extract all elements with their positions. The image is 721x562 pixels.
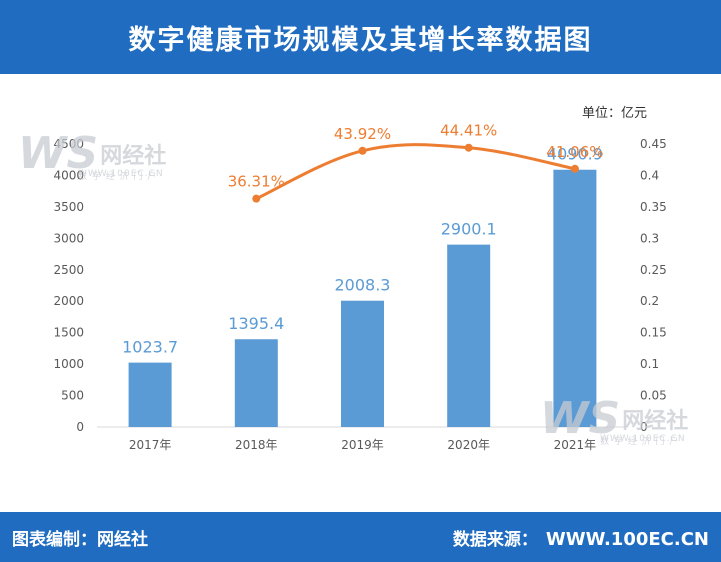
x-axis-tick-label: 2021年 [554,438,597,452]
line-point [358,146,367,155]
right-axis-tick-label: 0 [640,420,648,434]
bar [234,339,278,427]
bar [341,300,384,427]
left-axis-tick-label: 500 [61,389,84,403]
left-axis-tick-label: 4500 [53,137,84,151]
x-axis-tick-label: 2019年 [341,438,384,452]
line-point [464,143,473,152]
unit-label: 单位：亿元 [582,106,648,121]
right-axis-tick-label: 0.25 [640,263,667,277]
right-axis-tick-label: 0.05 [640,389,667,403]
line-point [252,194,261,203]
line-data-label: 43.92% [334,125,391,143]
footer-banner: 图表编制：网经社 数据来源： WWW.100EC.CN [0,512,721,562]
line-data-label: 41.06% [546,143,603,161]
left-axis-tick-label: 1000 [53,357,84,371]
footer-source-url[interactable]: WWW.100EC.CN [545,529,709,550]
left-axis-tick-label: 2000 [53,294,84,308]
footer-source-label: 数据来源： [452,530,538,550]
footer-compiler: 图表编制：网经社 [12,530,148,550]
x-axis-tick-label: 2018年 [235,438,278,452]
right-axis-tick-label: 0.1 [640,357,659,371]
left-axis-tick-label: 4000 [53,168,84,182]
left-axis-tick-label: 0 [76,420,84,434]
left-axis-tick-label: 3500 [53,200,84,214]
right-axis-tick-label: 0.35 [640,200,667,214]
right-axis-tick-label: 0.2 [640,294,659,308]
bar [553,169,597,427]
line-point [570,164,579,173]
left-axis-tick-label: 3000 [53,231,84,245]
x-axis-tick-label: 2020年 [447,438,490,452]
x-axis-tick-label: 2017年 [129,438,172,452]
growth-rate-line [255,143,576,201]
page-title: 数字健康市场规模及其增长率数据图 [128,24,593,56]
footer-source: 数据来源： WWW.100EC.CN [453,525,709,550]
line-data-label: 36.31% [228,173,285,191]
chart-area: 0 500 1000 1500 2000 2500 3000 3500 4000 4500 0 0.0… [53,122,667,452]
bar-data-label: 1395.4 [228,314,284,333]
left-axis-tick-label: 2500 [53,263,84,277]
bar [447,244,491,427]
right-axis-tick-label: 0.4 [640,168,659,182]
header-banner: 数字健康市场规模及其增长率数据图 [0,0,721,74]
left-axis-tick-label: 1500 [53,326,84,340]
right-axis-tick-label: 0.3 [640,231,659,245]
bar-data-label: 2900.1 [441,220,497,239]
bar-data-label: 4090.9 [547,145,603,164]
right-axis-tick-label: 0.45 [640,137,667,151]
bar-data-label: 1023.7 [122,338,178,357]
bar-data-label: 2008.3 [335,276,391,295]
bar [128,362,172,427]
line-data-label: 44.41% [440,122,497,140]
right-axis-tick-label: 0.15 [640,326,667,340]
